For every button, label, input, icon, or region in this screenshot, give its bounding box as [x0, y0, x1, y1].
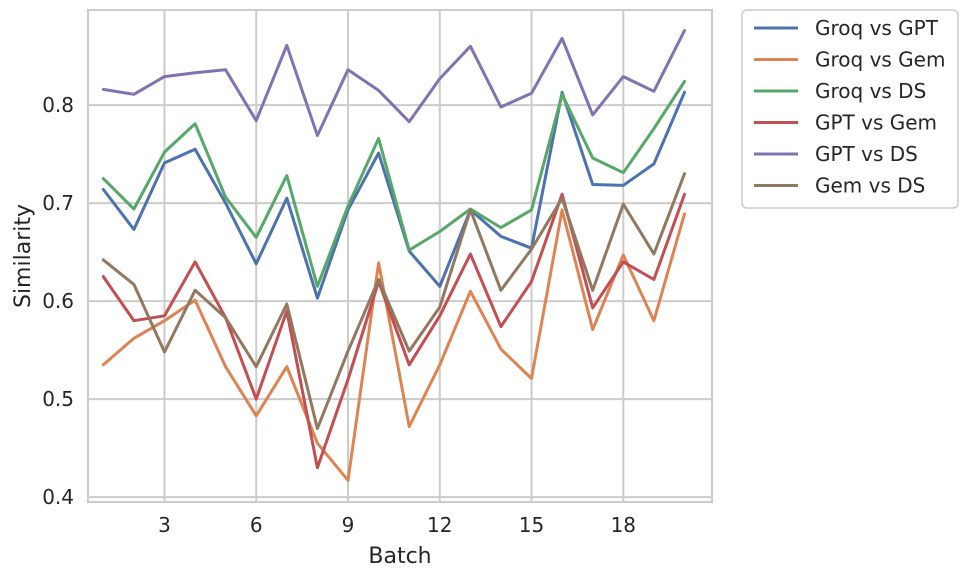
legend-label: Groq vs GPT	[815, 16, 939, 40]
legend-label: Groq vs Gem	[815, 48, 945, 72]
legend-label: GPT vs DS	[815, 142, 918, 166]
legend-label: Gem vs DS	[815, 174, 925, 198]
x-axis-title: Batch	[368, 544, 431, 569]
series-line	[101, 208, 686, 482]
legend: Groq vs GPT Groq vs Gem Groq vs DS GPT vs G…	[741, 9, 959, 209]
x-tick-label: 15	[519, 513, 544, 537]
y-tick-label: 0.4	[42, 485, 74, 509]
x-tick-label: 18	[611, 513, 636, 537]
x-tick-label: 3	[158, 513, 171, 537]
series-line	[101, 29, 686, 137]
series-lines	[101, 29, 686, 482]
y-axis-title: Similarity	[11, 204, 36, 308]
series-line	[101, 80, 686, 288]
y-tick-label: 0.6	[42, 289, 74, 313]
tick-labels: 3 6 9 12 15 18 0.4 0.5 0.6 0.7 0.8	[42, 93, 636, 537]
legend-label: GPT vs Gem	[815, 111, 937, 135]
legend-label: Groq vs DS	[815, 79, 926, 103]
y-tick-label: 0.5	[42, 387, 74, 411]
x-tick-label: 12	[427, 513, 452, 537]
series-line	[101, 172, 686, 430]
y-tick-label: 0.7	[42, 191, 74, 215]
series-line	[101, 192, 686, 470]
x-tick-label: 9	[342, 513, 355, 537]
y-tick-label: 0.8	[42, 93, 74, 117]
plot-frame	[87, 9, 713, 503]
x-tick-label: 6	[250, 513, 263, 537]
series-line	[101, 90, 686, 300]
